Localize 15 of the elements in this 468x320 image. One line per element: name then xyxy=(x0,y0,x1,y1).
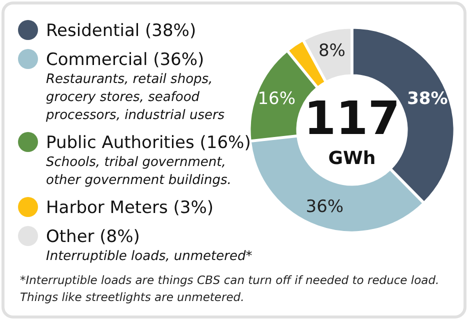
text: Schools, tribal government, other government buildings. xyxy=(46,155,232,188)
text: 117 xyxy=(304,91,400,145)
legend-label: Commercial (36%) xyxy=(46,50,204,70)
text: *Interruptible loads are things CBS can turn off if needed to reduce load. Things like streetlights are unmetered. xyxy=(20,273,440,304)
text: GWh xyxy=(328,148,376,169)
data-label: 8% xyxy=(318,41,346,62)
text: Interruptible loads, unmetered* xyxy=(46,249,253,264)
data-label: 38% xyxy=(407,89,448,110)
legend-label: Public Authorities (16%) xyxy=(46,133,251,153)
legend-label: Other (8%) xyxy=(46,227,140,247)
legend-label: Residential (38%) xyxy=(46,21,196,41)
data-label: 36% xyxy=(306,196,344,217)
legend-label: Harbor Meters (3%) xyxy=(46,198,214,218)
text: Restaurants, retail shops, grocery stores, seafood processors, industrial users xyxy=(45,72,225,123)
data-label: 16% xyxy=(258,89,296,110)
